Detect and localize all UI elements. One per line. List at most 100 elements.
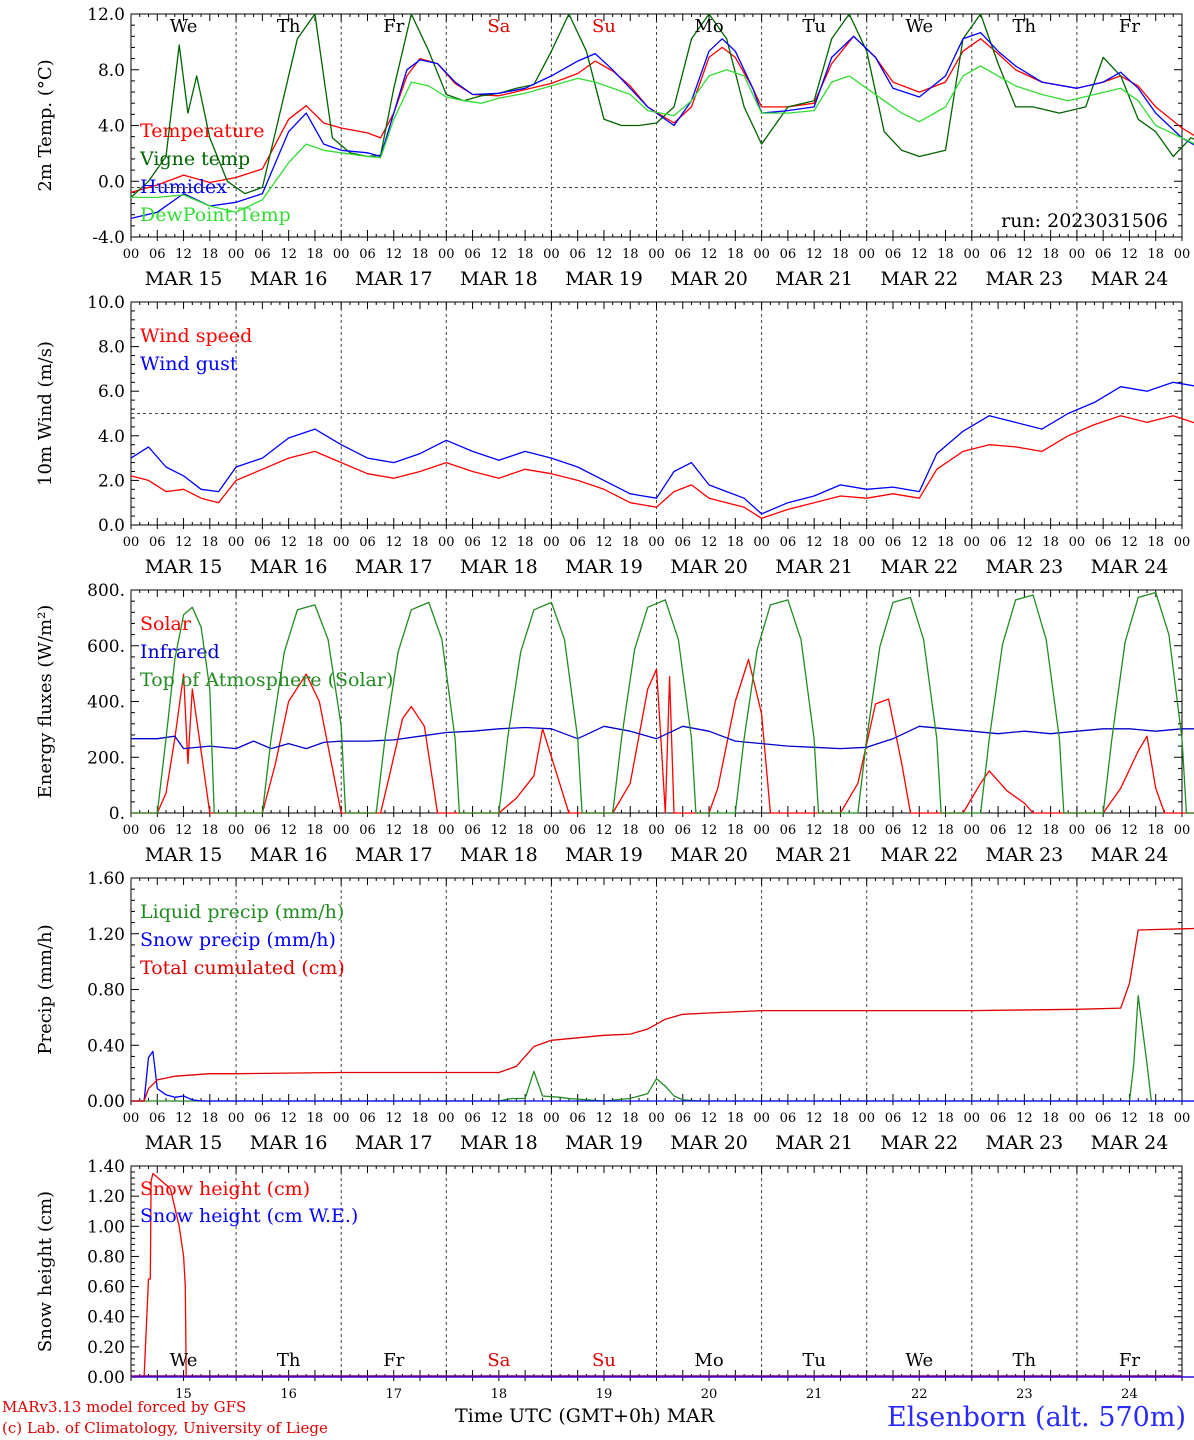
hour-tick-label: 12 <box>491 535 508 550</box>
hour-tick-label: 00 <box>1069 823 1086 838</box>
day-number-label: 22 <box>911 1387 928 1402</box>
hour-tick-label: 00 <box>1174 535 1191 550</box>
precip-y-axis-label: Precip (mm/h) <box>35 924 56 1054</box>
date-label: MAR 16 <box>250 268 328 290</box>
hour-tick-label: 12 <box>280 823 297 838</box>
day-number-label: 17 <box>385 1387 402 1402</box>
date-label: MAR 16 <box>250 844 328 866</box>
hour-tick-label: 18 <box>727 1111 744 1126</box>
wind-series-line <box>130 381 1194 515</box>
date-label: MAR 16 <box>250 1132 328 1154</box>
date-label: MAR 23 <box>985 1132 1063 1154</box>
date-label: MAR 21 <box>775 844 853 866</box>
temperature-series-line <box>130 13 1194 198</box>
hour-tick-label: 06 <box>149 1111 166 1126</box>
day-number-label: 15 <box>175 1387 192 1402</box>
hour-tick-label: 18 <box>1042 535 1059 550</box>
hour-tick-label: 00 <box>1174 823 1191 838</box>
hour-tick-label: 00 <box>858 247 875 262</box>
hour-tick-label: 00 <box>228 247 245 262</box>
hour-tick-label: 06 <box>464 535 481 550</box>
hour-tick-label: 18 <box>412 1111 429 1126</box>
date-label: MAR 22 <box>880 268 958 290</box>
weekday-label: Mo <box>694 1350 723 1371</box>
wind-y-tick-label: 4.0 <box>98 427 125 447</box>
hour-tick-label: 18 <box>1042 247 1059 262</box>
snow-y-tick-label: 0.80 <box>87 1247 125 1267</box>
hour-tick-label: 12 <box>175 1111 192 1126</box>
hour-tick-label: 12 <box>1016 535 1033 550</box>
hour-tick-label: 18 <box>412 535 429 550</box>
hour-tick-label: 18 <box>412 823 429 838</box>
day-number-label: 16 <box>280 1387 297 1402</box>
hour-tick-label: 12 <box>491 1111 508 1126</box>
weekday-label: We <box>170 16 198 37</box>
day-number-label: 20 <box>701 1387 718 1402</box>
hour-tick-label: 18 <box>937 1111 954 1126</box>
date-label: MAR 15 <box>145 268 223 290</box>
hour-tick-label: 06 <box>780 823 797 838</box>
hour-tick-label: 06 <box>359 1111 376 1126</box>
date-label: MAR 20 <box>670 556 748 578</box>
wind-y-axis-label: 10m Wind (m/s) <box>35 341 56 486</box>
hour-tick-label: 18 <box>622 247 639 262</box>
hour-tick-label: 12 <box>911 823 928 838</box>
hour-tick-label: 00 <box>1069 247 1086 262</box>
hour-tick-label: 00 <box>228 1111 245 1126</box>
hour-tick-label: 12 <box>806 247 823 262</box>
precip-y-tick-label: 1.20 <box>87 925 125 945</box>
hour-tick-label: 18 <box>1042 1111 1059 1126</box>
snow-y-tick-label: 0.40 <box>87 1308 125 1328</box>
hour-tick-label: 00 <box>228 535 245 550</box>
hour-tick-label: 12 <box>701 535 718 550</box>
date-label: MAR 17 <box>355 268 433 290</box>
hour-tick-label: 12 <box>806 535 823 550</box>
hour-tick-label: 18 <box>1147 1111 1164 1126</box>
hour-tick-label: 18 <box>517 823 534 838</box>
hour-tick-label: 00 <box>1174 1111 1191 1126</box>
hour-tick-label: 06 <box>359 823 376 838</box>
date-label: MAR 24 <box>1091 844 1169 866</box>
hour-tick-label: 06 <box>464 1111 481 1126</box>
hour-tick-label: 00 <box>753 535 770 550</box>
energy-series-line <box>131 591 1194 814</box>
date-label: MAR 20 <box>670 268 748 290</box>
hour-tick-label: 00 <box>543 535 560 550</box>
energy-legend-entry: Top of Atmosphere (Solar) <box>140 669 393 691</box>
hour-tick-label: 12 <box>385 823 402 838</box>
date-label: MAR 24 <box>1091 268 1169 290</box>
hour-tick-label: 12 <box>1121 1111 1138 1126</box>
date-label: MAR 15 <box>145 556 223 578</box>
hour-tick-label: 12 <box>1121 535 1138 550</box>
hour-tick-label: 00 <box>333 247 350 262</box>
energy-y-axis-label: Energy fluxes (W/m²) <box>35 605 56 799</box>
date-label: MAR 23 <box>985 556 1063 578</box>
hour-tick-label: 18 <box>412 247 429 262</box>
hour-tick-label: 18 <box>622 823 639 838</box>
weekday-label: We <box>905 16 933 37</box>
weekday-label: Su <box>592 1350 616 1371</box>
hour-tick-label: 06 <box>780 247 797 262</box>
hour-tick-label: 18 <box>307 1111 324 1126</box>
temperature-series-line <box>130 31 1194 220</box>
hour-tick-label: 00 <box>648 247 665 262</box>
date-label: MAR 18 <box>460 268 538 290</box>
hour-tick-label: 18 <box>832 535 849 550</box>
date-label: MAR 24 <box>1091 556 1169 578</box>
date-label: MAR 22 <box>880 1132 958 1154</box>
hour-tick-label: 12 <box>175 247 192 262</box>
hour-tick-label: 06 <box>254 247 271 262</box>
hour-tick-label: 00 <box>648 1111 665 1126</box>
hour-tick-label: 00 <box>123 535 140 550</box>
date-label: MAR 15 <box>145 844 223 866</box>
hour-tick-label: 18 <box>937 247 954 262</box>
hour-tick-label: 00 <box>543 247 560 262</box>
date-label: MAR 21 <box>775 556 853 578</box>
hour-tick-label: 18 <box>307 823 324 838</box>
date-label: MAR 18 <box>460 556 538 578</box>
hour-tick-label: 00 <box>438 247 455 262</box>
hour-tick-label: 00 <box>858 823 875 838</box>
hour-tick-label: 18 <box>727 247 744 262</box>
hour-tick-label: 00 <box>123 1111 140 1126</box>
hour-tick-label: 06 <box>675 535 692 550</box>
